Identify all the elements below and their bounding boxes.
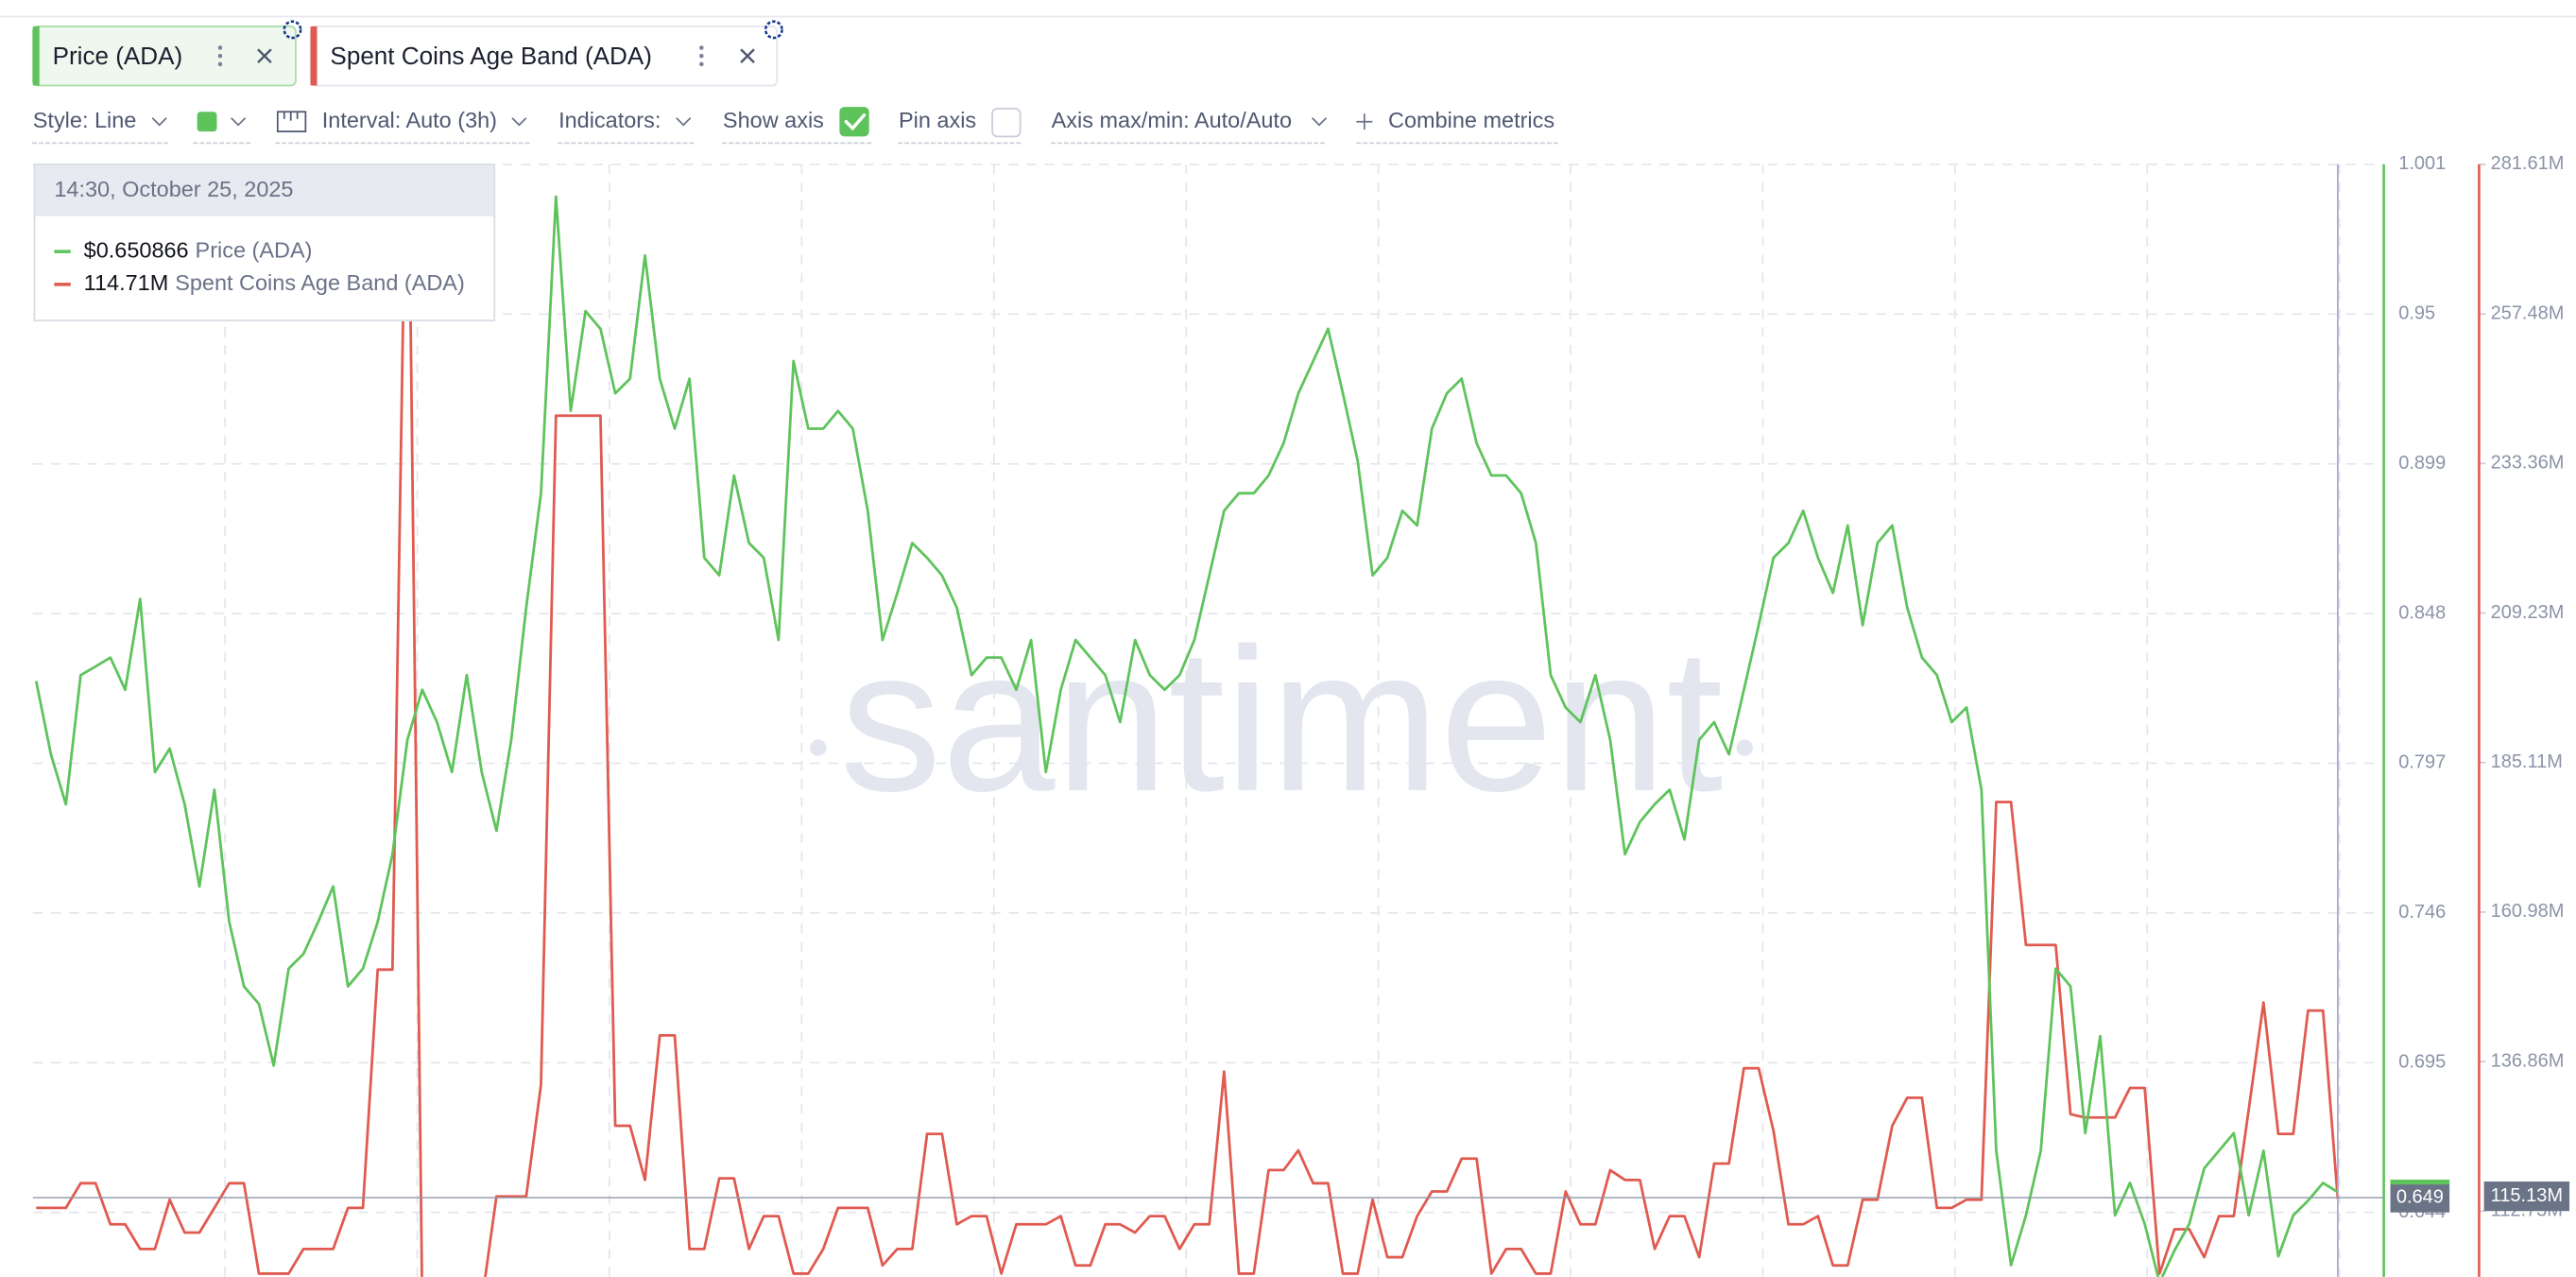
tab-label: Price (ADA) — [53, 42, 183, 70]
chevron — [231, 117, 246, 127]
tab-accent — [310, 26, 318, 86]
tooltip: 14:30, October 25, 2025 $0.650866 Price (… — [33, 164, 496, 321]
plus-icon — [1356, 113, 1373, 130]
y-tick-label: 0.695 — [2398, 1051, 2446, 1072]
close-icon[interactable] — [740, 48, 755, 64]
tooltip-series: Price (ADA) — [196, 237, 313, 262]
tooltip-value: 114.71M — [84, 270, 169, 295]
series-line — [36, 164, 2340, 1277]
asset-icon — [283, 20, 302, 40]
y2-tick-label: 136.86M — [2491, 1050, 2565, 1071]
chevron — [151, 117, 167, 127]
tooltip-header — [35, 164, 494, 216]
menu-icon[interactable] — [217, 45, 223, 67]
toolbar: Style: Line Interval: Auto (3h) Indicato… — [31, 107, 1558, 145]
tooltip-series: Spent Coins Age Band (ADA) — [175, 270, 465, 295]
marker-label: 0.649 — [2396, 1186, 2444, 1207]
y2-tick-label: 160.98M — [2491, 901, 2565, 922]
marker-badge — [2483, 1181, 2570, 1212]
chevron — [676, 117, 692, 127]
y2-tick-label: 233.36M — [2491, 453, 2565, 474]
y-tick-label: 0.746 — [2398, 902, 2446, 923]
watermark-dot — [1736, 739, 1754, 756]
chevron — [511, 117, 527, 127]
plot — [34, 164, 2340, 1277]
marker-badge — [2390, 1182, 2450, 1213]
metric-tab[interactable]: Price (ADA) — [31, 20, 302, 87]
tab-accent — [32, 26, 40, 86]
y-tick-label: 0.797 — [2398, 752, 2446, 773]
y2-tick-label: 257.48M — [2491, 302, 2565, 323]
axis-minmax-select[interactable]: Axis max/min: Auto/Auto — [1052, 108, 1292, 132]
combine-metrics[interactable]: Combine metrics — [1388, 108, 1554, 132]
color-select[interactable] — [197, 112, 217, 132]
interval-select[interactable]: Interval: Auto (3h) — [322, 108, 497, 132]
y-tick-label: 0.95 — [2398, 303, 2435, 324]
y-tick-label: 1.001 — [2398, 153, 2446, 174]
watermark: santiment — [840, 606, 1724, 834]
marker-label: 115.13M — [2491, 1185, 2563, 1206]
marker-badge-edge — [2390, 1179, 2450, 1185]
chevron — [1312, 117, 1327, 127]
show-axis-checkbox[interactable] — [839, 107, 869, 137]
y2-tick-label: 281.61M — [2491, 153, 2565, 174]
pin-axis-label[interactable]: Pin axis — [899, 108, 976, 132]
y-tick-label: 0.899 — [2398, 453, 2446, 474]
watermark-dot — [810, 739, 827, 756]
show-axis-label[interactable]: Show axis — [723, 108, 824, 132]
menu-icon[interactable] — [699, 45, 704, 67]
metric-tab[interactable]: Spent Coins Age Band (ADA) — [309, 20, 783, 87]
asset-icon — [764, 20, 783, 40]
tab-label: Spent Coins Age Band (ADA) — [330, 42, 651, 70]
ruler-icon — [276, 111, 307, 133]
series-line — [34, 195, 2339, 1277]
checkmark — [844, 113, 867, 131]
axes: 1.0010.950.8990.8480.7970.7460.6950.6442… — [32, 153, 2570, 1277]
tooltip-value: $0.650866 — [84, 237, 189, 262]
indicators-select[interactable]: Indicators: — [558, 108, 661, 132]
close-icon[interactable] — [257, 48, 272, 64]
tooltip-title: 14:30, October 25, 2025 — [54, 177, 293, 201]
style-select[interactable]: Style: Line — [33, 108, 137, 132]
y2-tick-label: 209.23M — [2491, 602, 2565, 623]
y2-tick-label: 185.11M — [2491, 751, 2563, 772]
pin-axis-checkbox[interactable] — [991, 107, 1022, 138]
y-tick-label: 0.848 — [2398, 602, 2446, 623]
